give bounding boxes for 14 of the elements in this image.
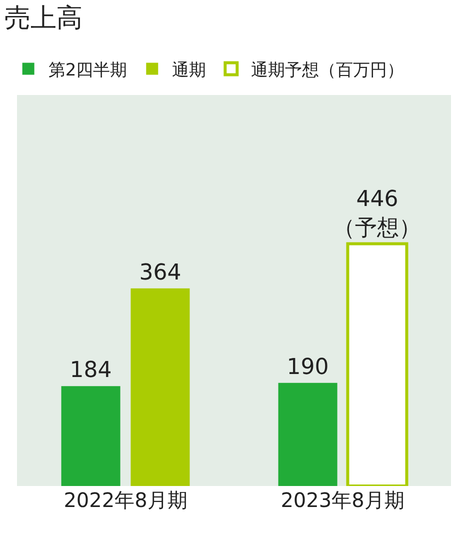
bar bbox=[278, 382, 338, 486]
bar bbox=[130, 288, 190, 486]
legend-label: 通期予想（百万円） bbox=[251, 60, 404, 80]
x-tick-label: 2023年8月期 bbox=[280, 488, 404, 512]
bar bbox=[346, 242, 408, 486]
data-label: 184 bbox=[70, 358, 112, 384]
data-label: 364 bbox=[139, 260, 182, 286]
legend-label: 第2四半期 bbox=[48, 60, 128, 80]
data-label: 446 （予想） bbox=[333, 187, 422, 241]
bar bbox=[61, 386, 120, 486]
legend-label: 通期 bbox=[172, 60, 206, 80]
x-tick-label: 2022年8月期 bbox=[64, 488, 188, 512]
chart-title: 売上高 bbox=[4, 3, 83, 34]
data-label: 190 bbox=[286, 354, 329, 380]
